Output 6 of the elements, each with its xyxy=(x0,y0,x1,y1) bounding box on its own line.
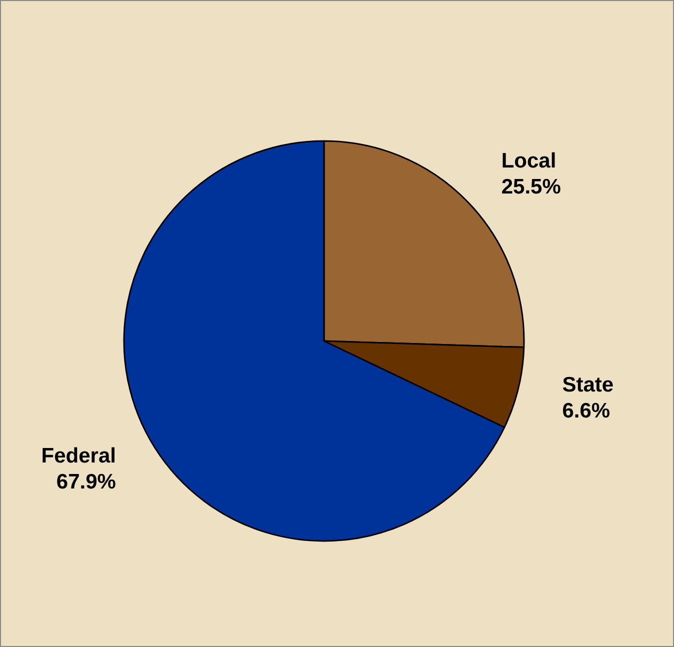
slice-label: State xyxy=(562,373,614,396)
data-label: 67.9% xyxy=(56,470,116,494)
data-label: 25.5% xyxy=(501,175,562,198)
data-label: 6.6% xyxy=(562,399,610,422)
slice-label: Federal xyxy=(41,444,116,468)
slice-label: Local xyxy=(501,149,556,172)
